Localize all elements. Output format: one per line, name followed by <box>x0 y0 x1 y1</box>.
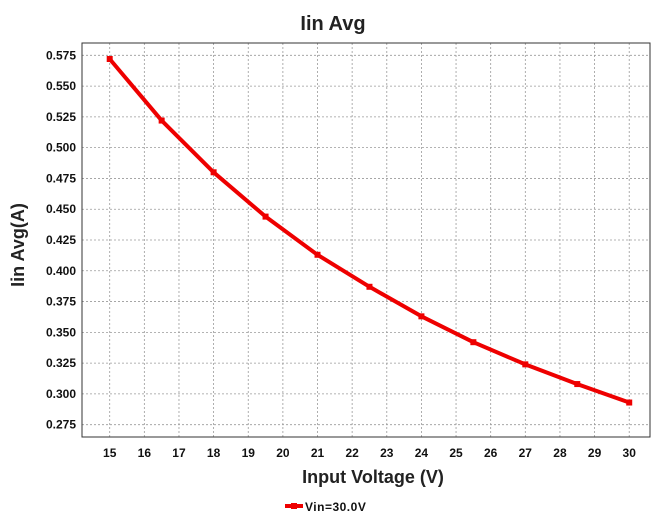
x-tick-label: 24 <box>415 446 429 460</box>
data-point <box>210 169 217 176</box>
data-point <box>626 399 633 406</box>
y-tick-label: 0.425 <box>46 233 76 247</box>
x-tick-label: 25 <box>449 446 463 460</box>
y-axis-ticks: 0.275 0.300 0.325 0.350 0.375 0.400 0.425 0.450… <box>46 48 76 431</box>
y-tick-label: 0.350 <box>46 325 76 339</box>
x-tick-label: 21 <box>311 446 325 460</box>
x-tick-label: 29 <box>588 446 602 460</box>
x-tick-label: 28 <box>553 446 567 460</box>
data-point <box>574 381 581 388</box>
x-tick-label: 27 <box>519 446 533 460</box>
x-tick-label: 15 <box>103 446 117 460</box>
x-tick-label: 18 <box>207 446 221 460</box>
y-tick-label: 0.275 <box>46 418 76 432</box>
x-tick-label: 17 <box>172 446 186 460</box>
plot-frame <box>81 42 651 438</box>
grid <box>82 43 650 437</box>
data-point <box>418 313 425 320</box>
y-tick-label: 0.525 <box>46 110 76 124</box>
y-tick-label: 0.300 <box>46 387 76 401</box>
y-tick-label: 0.325 <box>46 356 76 370</box>
data-point <box>158 117 165 124</box>
y-tick-label: 0.575 <box>46 48 76 62</box>
legend: Vin=30.0V <box>285 500 366 514</box>
x-axis-ticks: 15 16 17 18 19 20 21 22 23 24 25 26 27 28 29 30 <box>103 446 636 460</box>
y-tick-label: 0.475 <box>46 171 76 185</box>
x-tick-label: 19 <box>242 446 256 460</box>
data-point <box>314 251 321 258</box>
y-tick-label: 0.550 <box>46 79 76 93</box>
y-tick-label: 0.500 <box>46 141 76 155</box>
legend-swatch-marker <box>291 503 297 509</box>
data-point <box>522 361 529 368</box>
x-tick-label: 20 <box>276 446 290 460</box>
x-tick-label: 22 <box>345 446 359 460</box>
data-point <box>106 56 113 63</box>
y-tick-label: 0.400 <box>46 264 76 278</box>
data-point <box>470 339 477 346</box>
chart-title: Iin Avg <box>300 13 365 35</box>
x-tick-label: 26 <box>484 446 498 460</box>
series-group <box>106 56 633 406</box>
x-tick-label: 16 <box>138 446 152 460</box>
y-axis-label: Iin Avg(A) <box>8 203 28 287</box>
series-line <box>108 57 630 405</box>
legend-label: Vin=30.0V <box>305 500 366 514</box>
x-axis-label: Input Voltage (V) <box>302 467 444 487</box>
x-tick-label: 23 <box>380 446 394 460</box>
y-tick-label: 0.375 <box>46 295 76 309</box>
data-point <box>366 283 373 290</box>
x-tick-label: 30 <box>623 446 637 460</box>
y-tick-label: 0.450 <box>46 202 76 216</box>
data-point <box>262 213 269 220</box>
